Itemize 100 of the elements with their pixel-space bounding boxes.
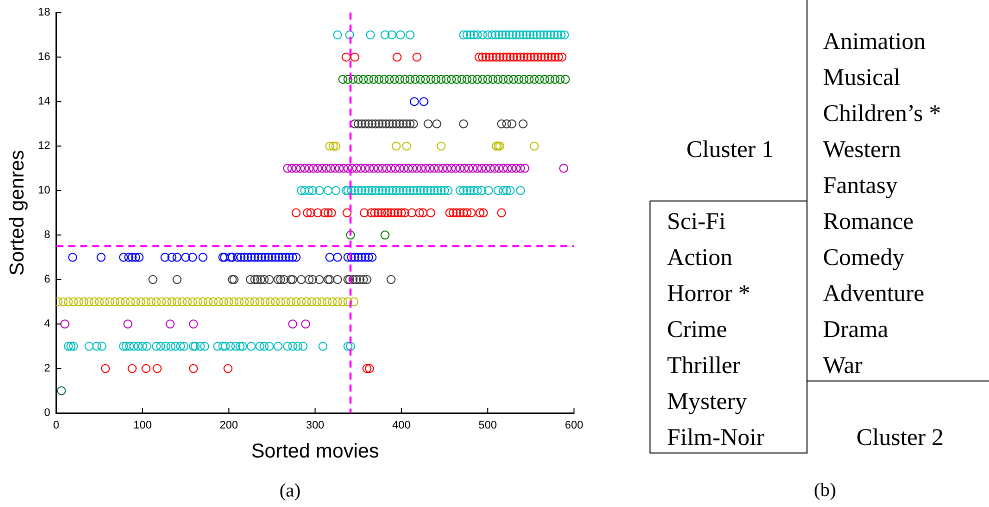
point	[462, 186, 472, 196]
point	[483, 74, 492, 84]
point	[200, 342, 210, 351]
point	[509, 74, 518, 84]
point	[509, 52, 518, 62]
point	[406, 74, 415, 84]
point	[246, 275, 255, 284]
point	[481, 52, 490, 62]
point	[136, 297, 146, 306]
point	[364, 364, 374, 374]
point	[313, 208, 322, 218]
point	[314, 275, 324, 284]
point	[404, 164, 413, 173]
point	[167, 297, 176, 306]
point	[550, 30, 559, 40]
point	[559, 164, 568, 173]
point	[421, 164, 430, 173]
point	[343, 164, 352, 173]
point	[498, 52, 508, 62]
point	[74, 297, 84, 306]
point	[116, 297, 125, 306]
point	[490, 30, 500, 40]
point	[426, 186, 436, 196]
point	[260, 297, 270, 306]
point	[122, 342, 131, 351]
point	[304, 164, 314, 173]
point	[360, 186, 370, 196]
point	[497, 119, 506, 128]
point	[358, 275, 368, 284]
point	[472, 74, 482, 84]
point	[288, 342, 298, 351]
point	[497, 208, 506, 218]
point	[502, 119, 512, 128]
point	[172, 275, 182, 284]
point	[459, 186, 468, 196]
point	[224, 297, 234, 306]
point	[346, 342, 355, 351]
y-axis-title: Sorted genres	[6, 150, 29, 276]
point	[514, 74, 524, 84]
point	[459, 119, 468, 128]
point	[378, 119, 387, 128]
text: (b)	[814, 479, 836, 503]
x-tick-label: 200	[220, 420, 238, 432]
point	[94, 297, 104, 306]
point	[318, 342, 328, 351]
point	[318, 297, 327, 306]
point	[515, 30, 524, 40]
point	[131, 252, 140, 262]
point	[292, 297, 301, 306]
point	[478, 52, 488, 62]
point	[84, 342, 94, 351]
point	[370, 208, 380, 218]
point	[260, 342, 269, 351]
point	[354, 119, 363, 128]
point	[518, 119, 528, 128]
point	[172, 297, 182, 306]
point	[238, 342, 248, 351]
point	[300, 164, 310, 173]
point	[166, 320, 175, 329]
point	[301, 320, 310, 329]
point	[392, 142, 401, 151]
point	[198, 297, 208, 306]
point	[468, 74, 477, 84]
point	[378, 186, 387, 196]
point	[430, 186, 439, 196]
point	[456, 208, 465, 218]
point	[390, 164, 400, 173]
point	[430, 164, 439, 173]
point	[68, 342, 78, 351]
point	[198, 252, 208, 262]
point	[232, 252, 242, 262]
point	[350, 252, 360, 262]
category-label: Musical	[823, 64, 900, 93]
category-label: War	[823, 352, 862, 381]
point	[412, 164, 422, 173]
point	[293, 342, 302, 351]
point	[157, 297, 166, 306]
y-tick-label: 6	[44, 274, 50, 286]
point	[338, 297, 348, 306]
point	[381, 186, 390, 196]
point	[306, 208, 316, 218]
point	[84, 297, 94, 306]
point	[466, 30, 475, 40]
x-tick-label: 300	[306, 420, 324, 432]
point	[307, 297, 316, 306]
point	[288, 320, 298, 329]
point	[333, 297, 342, 306]
point	[254, 252, 263, 262]
category-label: Romance	[823, 208, 914, 237]
point	[250, 252, 260, 262]
point	[560, 74, 570, 84]
text: (a)	[279, 480, 301, 502]
point	[234, 297, 244, 306]
point	[553, 30, 562, 40]
point	[488, 52, 498, 62]
point	[339, 164, 348, 173]
point	[358, 74, 368, 84]
point	[556, 74, 565, 84]
category-label: Sci-Fi	[667, 209, 726, 235]
point	[395, 164, 404, 173]
